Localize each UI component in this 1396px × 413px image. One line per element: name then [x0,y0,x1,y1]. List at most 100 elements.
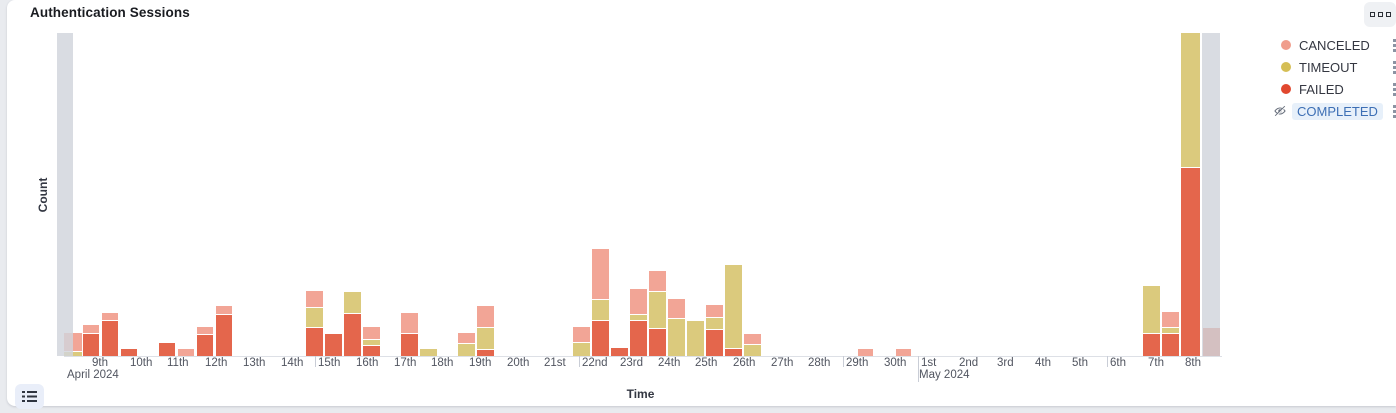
histogram-bar[interactable] [1181,33,1200,356]
bar-segment-canceled[interactable] [744,334,761,344]
bar-segment-timeout[interactable] [1181,33,1200,167]
bar-segment-canceled[interactable] [896,349,911,356]
histogram-bar[interactable] [363,327,380,356]
histogram-bar[interactable] [649,271,666,356]
bar-segment-canceled[interactable] [178,349,194,356]
bar-segment-failed[interactable] [706,330,723,356]
bar-segment-timeout[interactable] [458,344,475,356]
histogram-bar[interactable] [216,306,232,356]
bar-segment-timeout[interactable] [687,321,704,356]
histogram-bar[interactable] [687,321,704,356]
bar-segment-canceled[interactable] [668,299,685,318]
histogram-bar[interactable] [197,327,213,356]
histogram-bar[interactable] [630,289,647,356]
bar-segment-canceled[interactable] [306,291,323,307]
bar-segment-timeout[interactable] [363,340,380,345]
legend-label[interactable]: CANCELED [1299,37,1370,53]
bar-segment-timeout[interactable] [630,315,647,320]
legend-actions-button[interactable] [1393,104,1396,118]
bar-segment-canceled[interactable] [706,305,723,317]
bar-segment-canceled[interactable] [401,313,418,333]
bar-segment-timeout[interactable] [1143,286,1160,333]
bar-segment-failed[interactable] [306,328,323,356]
bar-segment-failed[interactable] [344,314,361,356]
bar-segment-canceled[interactable] [573,327,590,342]
bar-segment-failed[interactable] [649,329,666,356]
bar-segment-timeout[interactable] [744,345,761,356]
legend-label[interactable]: TIMEOUT [1299,59,1358,75]
legend-item-timeout[interactable]: TIMEOUT [1267,58,1396,76]
legend-label[interactable]: FAILED [1299,81,1344,97]
legend-item-failed[interactable]: FAILED [1267,80,1396,98]
bar-segment-timeout[interactable] [420,349,437,356]
bar-segment-canceled[interactable] [592,249,609,299]
histogram-bar[interactable] [706,305,723,356]
histogram-bar[interactable] [401,313,418,356]
histogram-bar[interactable] [306,291,323,356]
bar-segment-canceled[interactable] [858,349,873,356]
legend-actions-button[interactable] [1393,38,1396,52]
histogram-bar[interactable] [858,349,873,356]
bar-segment-canceled[interactable] [477,306,494,327]
bar-segment-canceled[interactable] [197,327,213,334]
bar-segment-failed[interactable] [1143,334,1160,356]
bar-segment-failed[interactable] [592,321,609,356]
bar-segment-timeout[interactable] [725,265,742,348]
histogram-bar[interactable] [159,343,175,356]
legend-item-completed[interactable]: COMPLETED [1267,102,1396,120]
histogram-bar[interactable] [477,306,494,356]
bar-segment-canceled[interactable] [1162,312,1179,327]
bar-segment-canceled[interactable] [649,271,666,291]
bar-segment-canceled[interactable] [363,327,380,339]
bar-segment-failed[interactable] [477,350,494,356]
histogram-bar[interactable] [592,249,609,356]
bar-segment-timeout[interactable] [1162,328,1179,333]
legend-actions-button[interactable] [1393,82,1396,96]
histogram-bar[interactable] [725,265,742,356]
histogram-bar[interactable] [611,348,628,356]
histogram-bar[interactable] [668,299,685,356]
histogram-bar[interactable] [458,333,475,356]
histogram-bar[interactable] [896,349,911,356]
bar-segment-failed[interactable] [630,321,647,356]
bar-segment-failed[interactable] [401,334,418,356]
histogram-bar[interactable] [83,325,99,356]
bar-segment-failed[interactable] [102,321,118,356]
bar-segment-failed[interactable] [363,346,380,356]
bar-segment-failed[interactable] [159,343,175,356]
legend-actions-button[interactable] [1393,60,1396,74]
legend-label[interactable]: COMPLETED [1292,102,1383,120]
bar-segment-failed[interactable] [197,335,213,356]
histogram-bar[interactable] [573,327,590,356]
bar-segment-failed[interactable] [325,334,342,356]
histogram-bar[interactable] [102,313,118,356]
bar-segment-canceled[interactable] [83,325,99,333]
bar-segment-timeout[interactable] [64,352,82,356]
bar-segment-failed[interactable] [1181,168,1200,356]
legend-toggle-button[interactable] [15,384,44,409]
bar-segment-timeout[interactable] [649,292,666,328]
bar-segment-timeout[interactable] [477,328,494,349]
bar-segment-timeout[interactable] [668,319,685,356]
bar-segment-failed[interactable] [216,315,232,356]
bar-segment-canceled[interactable] [630,289,647,314]
bar-segment-failed[interactable] [611,348,628,356]
histogram-bar[interactable] [178,349,194,356]
bar-segment-canceled[interactable] [458,333,475,343]
histogram-bar[interactable] [420,349,437,356]
histogram-bar[interactable] [1143,286,1160,356]
bar-segment-failed[interactable] [121,349,137,356]
bar-segment-timeout[interactable] [306,308,323,327]
legend-item-canceled[interactable]: CANCELED [1267,36,1396,54]
bar-segment-timeout[interactable] [344,292,361,313]
bar-segment-failed[interactable] [83,334,99,356]
histogram-bar[interactable] [121,349,137,356]
bar-segment-timeout[interactable] [573,343,590,356]
bar-segment-canceled[interactable] [102,313,118,320]
histogram-bar[interactable] [744,334,761,356]
bar-segment-canceled[interactable] [216,306,232,314]
bar-segment-failed[interactable] [725,349,742,356]
histogram-bar[interactable] [325,334,342,356]
histogram-bar[interactable] [1162,312,1179,356]
panel-options-button[interactable] [1364,2,1396,27]
